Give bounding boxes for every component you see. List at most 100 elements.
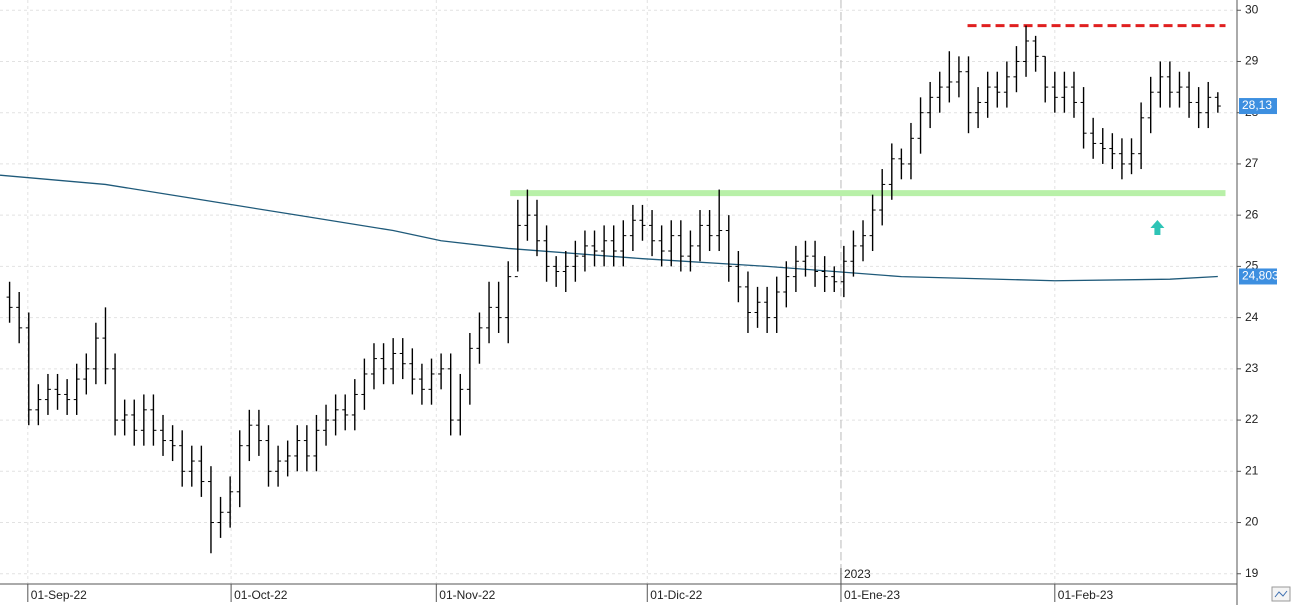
price-bar [1157,61,1164,108]
price-bar [1080,87,1087,149]
price-bar [486,281,493,344]
price-bar [1128,138,1135,175]
price-bar [323,404,330,446]
price-bar [313,414,320,472]
price-bar [831,266,838,292]
price-bar [860,220,867,262]
price-bar [64,379,71,415]
price-bar [16,292,23,344]
price-bar [275,445,282,487]
price-bar [725,215,732,282]
price-bar [342,394,349,431]
price-bar [1090,117,1097,159]
price-bar [869,194,876,252]
price-bar [668,220,675,267]
price-bar [773,276,780,333]
price-bar [236,430,243,508]
y-tick-label: 19 [1245,566,1259,580]
price-bar [447,353,454,436]
price-bar [1023,25,1030,77]
price-bar [1013,46,1020,93]
price-bar [581,230,588,272]
y-tick-label: 29 [1245,54,1259,68]
price-bar [428,358,435,405]
price-bar [553,256,560,287]
price-bar [1118,138,1125,180]
price-bar [457,373,464,436]
price-bar [821,256,828,292]
price-bar [102,307,109,385]
price-bar [620,220,627,267]
y-tick-label: 30 [1245,2,1259,16]
price-bar [543,225,550,282]
price-bar [955,56,962,98]
price-bar [1070,71,1077,118]
price-bar [802,240,809,277]
price-bar [1186,71,1193,118]
price-bar [706,210,713,252]
price-bar [984,71,991,118]
year-label: 2023 [844,567,871,581]
plot [0,0,1237,584]
price-bar [6,281,13,323]
price-bar [1138,102,1145,170]
price-bar [44,373,51,415]
x-tick-label: 01-Ene-23 [844,588,900,602]
price-bar [965,56,972,134]
price-bar [1147,76,1154,134]
price-bar [35,384,42,426]
price-bar [92,322,99,385]
price-bar [649,210,656,257]
price-bar [917,97,924,154]
price-bar [1205,81,1212,129]
price-bar [294,425,301,472]
price-bar [591,230,598,267]
price-bar [687,230,694,272]
price-bar [25,312,32,426]
price-bar [227,476,234,528]
price-bar [639,204,646,241]
price-bar [255,409,262,456]
price-bar [495,281,502,333]
price-bar [476,312,483,364]
price-bar [888,143,895,200]
price-bar [1061,71,1068,113]
x-tick-label: 01-Feb-23 [1058,588,1114,602]
price-bar [54,373,61,410]
price-bar [121,399,128,436]
price-bar [207,466,214,554]
price-bar [898,148,905,180]
price-bar [418,363,425,405]
price-bar [160,414,167,456]
y-tick-label: 21 [1245,463,1259,477]
price-bar [907,122,914,180]
price-bar [975,87,982,129]
y-tick-label: 27 [1245,156,1259,170]
price-bar [265,425,272,487]
price-bar [764,286,771,333]
x-tick-label: 01-Nov-22 [439,588,495,602]
price-bar [179,430,186,487]
price-bar [533,199,540,257]
price-bar [1166,61,1173,108]
price-bar [390,338,397,385]
y-tick-label: 24 [1245,310,1259,324]
y-tick-label: 23 [1245,361,1259,375]
price-bar [677,220,684,272]
price-bar [140,394,147,446]
price-bar [332,394,339,436]
price-bar [246,409,253,462]
price-bar [524,189,531,241]
price-bar [936,71,943,113]
price-bar [629,204,636,252]
price-bar [744,271,751,333]
price-bar [850,230,857,277]
price-bar [1195,87,1202,129]
chart-icon[interactable] [1271,586,1291,602]
price-bar [466,332,473,405]
price-bar [812,240,819,287]
price-bar [572,240,579,282]
